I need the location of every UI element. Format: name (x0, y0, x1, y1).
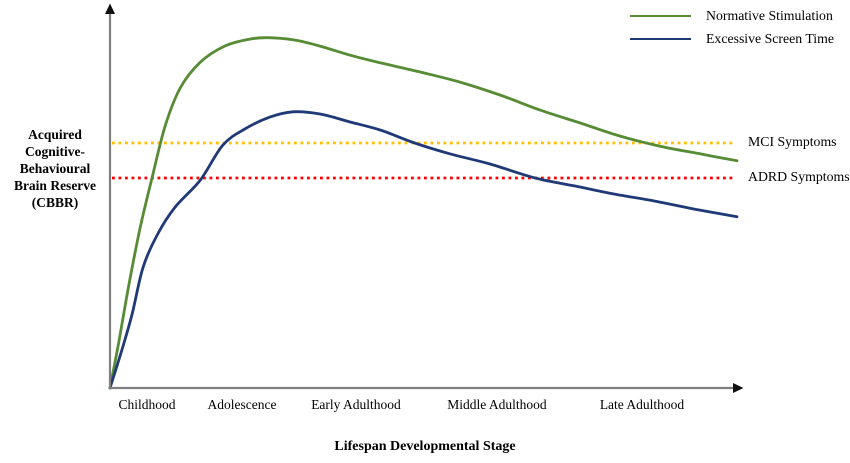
tick-label-middle-adulthood: Middle Adulthood (447, 397, 547, 412)
tick-label-late-adulthood: Late Adulthood (599, 397, 685, 412)
threshold-label-adrd-symptoms: ADRD Symptoms (748, 169, 850, 184)
legend-label: Excessive Screen Time (706, 30, 834, 46)
legend-line-swatch (630, 37, 691, 40)
x-axis-title: Lifespan Developmental Stage (334, 439, 516, 454)
threshold-label-mci-symptoms: MCI Symptoms (748, 134, 837, 149)
legend-label: Normative Stimulation (706, 7, 833, 23)
legend-row: Normative Stimulation (630, 4, 834, 27)
curve-excessive-screen-time (108, 110, 739, 390)
x-axis-arrowhead (733, 383, 744, 393)
curve-normative-stimulation (108, 36, 739, 390)
legend: Normative Stimulation Excessive Screen Ti… (630, 4, 834, 50)
legend-row: Excessive Screen Time (630, 27, 834, 50)
y-axis-title: Acquired Cognitive-Behavioural Brain Res… (13, 127, 97, 210)
tick-label-early-adulthood: Early Adulthood (311, 397, 401, 412)
tick-label-childhood: Childhood (118, 397, 176, 412)
y-axis-arrowhead (105, 3, 115, 14)
tick-label-adolescence: Adolescence (207, 397, 277, 412)
legend-line-swatch (630, 14, 691, 17)
